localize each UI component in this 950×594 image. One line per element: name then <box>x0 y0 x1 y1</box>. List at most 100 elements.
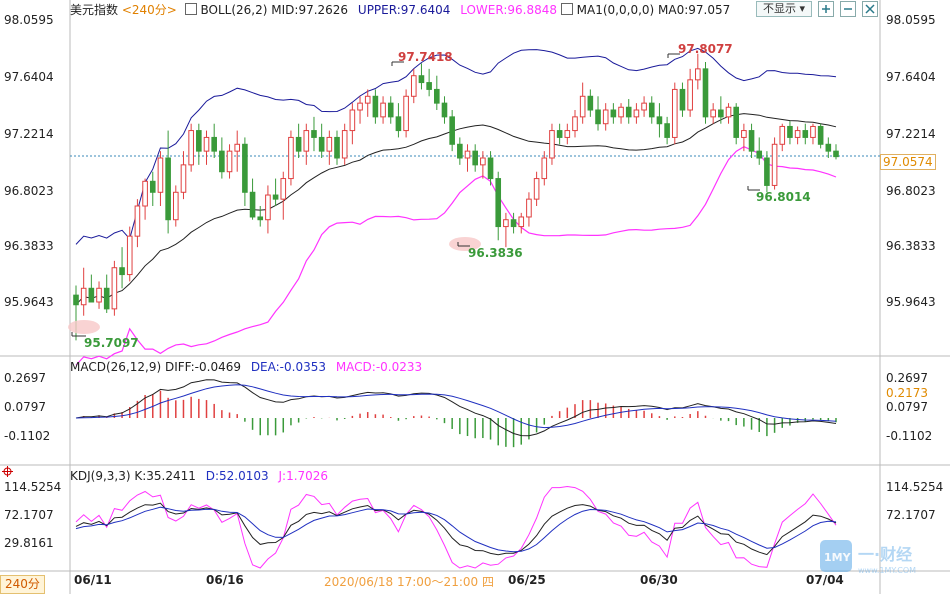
hide-dropdown[interactable]: 不显示 ▾ <box>756 1 812 17</box>
high1-label: 97.7418 <box>398 50 453 64</box>
boll-bands <box>75 47 837 366</box>
candle-body <box>341 130 348 159</box>
x-label-4: 06/30 <box>640 573 678 587</box>
candle-body <box>418 75 425 84</box>
candle-body <box>326 136 333 152</box>
candle-body <box>664 123 670 138</box>
candle-body <box>103 287 110 310</box>
candle-body <box>119 267 125 276</box>
low2-highlight <box>449 237 481 251</box>
svg-text:www.1MY.COM: www.1MY.COM <box>858 566 916 575</box>
candle-body <box>487 157 494 180</box>
candle-body <box>288 136 294 180</box>
boll-label: BOLL(26,2) <box>200 3 268 17</box>
macd-right-2: 0.0797 <box>886 400 928 414</box>
candle-body <box>165 157 171 221</box>
boll-lower: LOWER:96.8848 <box>460 3 558 17</box>
x-label-3: 06/25 <box>508 573 546 587</box>
candle-body <box>572 116 578 132</box>
candle-body <box>518 216 525 228</box>
candle-body <box>671 88 678 138</box>
candle-body <box>234 143 241 152</box>
candle-body <box>219 150 225 173</box>
candle-body <box>541 157 548 180</box>
kdj-right-1: 114.5254 <box>886 480 944 494</box>
candle-body <box>495 178 502 228</box>
kdj-j: J:1.7026 <box>278 469 329 483</box>
candle-body <box>372 95 379 118</box>
macd-left-3: -0.1102 <box>4 429 51 443</box>
candle-body <box>533 178 540 200</box>
candle-body <box>648 102 655 118</box>
kdj-d-line <box>75 506 837 553</box>
zoom-out-icon[interactable] <box>840 1 856 17</box>
high2-mark <box>667 53 680 58</box>
ma-icon[interactable] <box>560 3 573 15</box>
candle-body <box>142 180 148 207</box>
cursor-date: 2020/06/18 17:00～21:00 四 <box>324 575 494 589</box>
x-label-2: 06/16 <box>206 573 244 587</box>
candle-body <box>272 194 279 200</box>
ma0-value: MA0:97.057 <box>658 3 731 17</box>
boll-lower-line <box>75 146 837 366</box>
candle-body <box>303 130 310 152</box>
low1-highlight <box>68 320 100 334</box>
candle-body <box>656 116 663 125</box>
low2-mark <box>457 242 470 247</box>
candle-body <box>172 191 179 221</box>
svg-text:一·财经: 一·财经 <box>858 545 912 564</box>
macd-title: MACD(26,12,9) <box>70 360 162 374</box>
candle-body <box>357 102 363 111</box>
candle-body <box>410 75 417 97</box>
candle-body <box>695 68 701 81</box>
crosshair-icon[interactable] <box>2 466 13 477</box>
macd-left-2: 0.0797 <box>4 400 46 414</box>
x-label-1: 06/11 <box>74 573 112 587</box>
candle-body <box>802 130 809 138</box>
left-axis-5: 96.3833 <box>4 239 54 253</box>
macd-dea-line <box>75 384 837 429</box>
macd-panel <box>75 379 837 448</box>
candle-body <box>157 157 164 193</box>
low1-label: 95.7097 <box>84 336 139 350</box>
macd-right-1: 0.2697 <box>886 371 928 385</box>
candle-body <box>134 205 141 237</box>
candle-body <box>257 216 264 221</box>
kdj-right-2: 72.1707 <box>886 508 936 522</box>
period-button[interactable]: 240分 <box>0 575 45 594</box>
period-label[interactable]: <240分> <box>121 3 177 17</box>
x-label-5: 07/04 <box>806 573 844 587</box>
candle-body <box>679 88 686 111</box>
kdj-header: KDJ(9,3,3) K:35.2411 D:52.0103 J:1.7026 <box>70 469 328 483</box>
candle-body <box>249 191 256 218</box>
candle-body <box>810 125 816 138</box>
candle-body <box>126 235 133 276</box>
candle-body <box>188 130 194 166</box>
zoom-in-icon[interactable] <box>818 1 834 17</box>
right-axis-6: 95.9643 <box>886 295 936 309</box>
macd-left-1: 0.2697 <box>4 371 46 385</box>
candle-body <box>334 136 340 159</box>
candle-body <box>88 287 95 303</box>
left-axis-6: 95.9643 <box>4 295 54 309</box>
symbol-name: 美元指数 <box>70 3 119 17</box>
candle-body <box>318 136 325 152</box>
candle-body <box>564 130 571 138</box>
close-icon[interactable] <box>862 1 878 17</box>
boll-icon[interactable] <box>184 3 197 15</box>
kdj-left-2: 72.1707 <box>4 508 54 522</box>
candle-body <box>265 194 271 221</box>
candle-body <box>610 109 617 118</box>
candle-body <box>96 287 102 303</box>
candle-body <box>510 219 517 228</box>
kdj-k: K:35.2411 <box>134 469 196 483</box>
candle-body <box>587 95 594 111</box>
candle-body <box>710 109 716 118</box>
high1-mark <box>391 61 404 66</box>
svg-text:1MY: 1MY <box>824 551 852 564</box>
header-bar: 美元指数 <240分> BOLL(26,2) MID:97.2626 UPPER… <box>70 3 730 17</box>
kdj-left-3: 29.8161 <box>4 536 54 550</box>
candle-body <box>149 180 156 193</box>
